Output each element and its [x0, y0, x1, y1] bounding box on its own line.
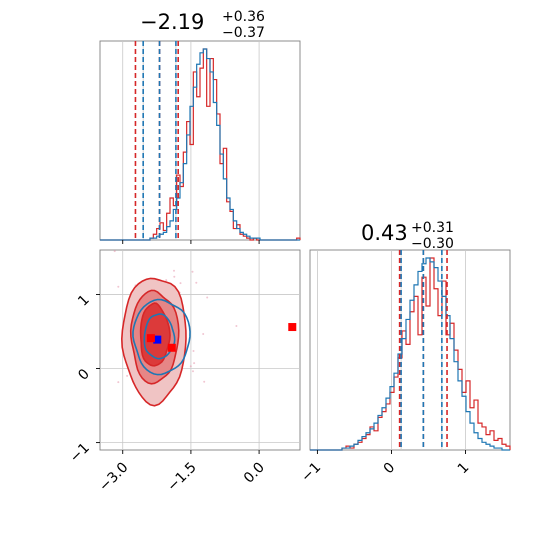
panel-param1-marginal [99, 40, 301, 244]
joint-marker-blue-0 [153, 335, 162, 344]
panel-param2-marginal: −1 0 1 [298, 249, 511, 486]
joint-sample-point [202, 333, 205, 335]
joint-marker-red-2 [167, 343, 176, 352]
joint-sample-point [117, 285, 120, 288]
param2-title-minus: −0.30 [411, 236, 454, 252]
param2-xtick-label-1: 0 [381, 460, 399, 478]
param1-title-plus: +0.36 [222, 9, 265, 25]
joint-sample-point [117, 381, 120, 384]
joint-sample-point [206, 296, 209, 299]
panel-frame [99, 249, 301, 451]
joint-xtick-label-0: −3.0 [96, 460, 131, 495]
joint-sample-point [173, 269, 175, 272]
panel-frame [99, 40, 301, 241]
param1-title-value: −2.19 [140, 10, 204, 34]
param1-hist-blue [100, 48, 300, 241]
joint-contour-red-inner [139, 302, 171, 367]
joint-sample-point [189, 365, 192, 368]
param2-title-plus: +0.31 [411, 220, 454, 236]
joint-sample-point [193, 362, 196, 365]
joint-xtick-label-1: −1.5 [164, 460, 199, 495]
joint-sample-point [235, 325, 238, 327]
joint-ytick-label-1: 0 [75, 366, 93, 384]
joint-sample-point [195, 281, 198, 284]
joint-xtick-label-2: 0.0 [241, 460, 268, 487]
param2-hist-red [310, 257, 511, 451]
joint-contour-blue-outer [132, 298, 191, 376]
panel-frame [309, 249, 511, 451]
joint-marker-red-3 [288, 323, 297, 332]
joint-ytick-label-2: 1 [75, 292, 93, 310]
joint-marker-red-1 [146, 334, 155, 343]
joint-sample-point [113, 250, 116, 253]
joint-sample-point [165, 279, 168, 282]
param2-title-value: 0.43 [361, 221, 408, 245]
joint-contour-blue-inner [143, 313, 176, 360]
joint-sample-point [203, 380, 206, 383]
param1-title-minus: −0.37 [222, 25, 265, 41]
param2-xtick-label-0: −1 [298, 460, 324, 486]
joint-ytick-label-0: −1 [67, 440, 93, 466]
panel-joint: −3.0 −1.5 0.0 −1 0 1 [67, 249, 301, 495]
joint-sample-point [192, 370, 194, 373]
param2-hist-blue [310, 257, 510, 451]
param2-xtick-label-2: 1 [455, 460, 473, 478]
joint-sample-point [192, 350, 195, 352]
param1-hist-red [100, 48, 301, 241]
joint-sample-point [191, 270, 194, 273]
joint-sample-point [179, 282, 182, 285]
joint-sample-point [126, 374, 129, 377]
joint-sample-point [173, 275, 176, 278]
